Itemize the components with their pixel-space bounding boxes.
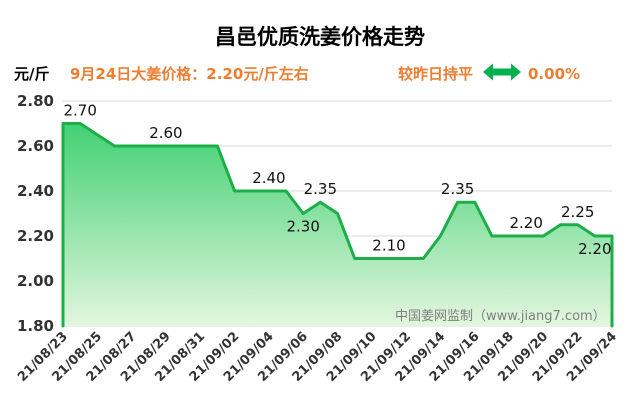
data-label: 2.20 — [578, 240, 611, 258]
watermark: 中国姜网监制（www.jiang7.com） — [395, 309, 606, 324]
y-axis: 1.80 2.00 2.20 2.40 2.60 2.80 — [17, 92, 54, 335]
y-tick-label: 2.40 — [17, 182, 54, 200]
change-label: 较昨日持平 — [398, 65, 473, 83]
chart-title: 昌邑优质洗姜价格走势 — [215, 25, 425, 49]
y-tick-label: 2.80 — [17, 92, 54, 110]
data-label: 2.20 — [509, 214, 542, 232]
price-area — [63, 123, 612, 326]
data-labels: 2.70 2.60 2.40 2.35 2.30 2.10 2.35 2.20 2.25 2.20 — [63, 102, 611, 259]
y-tick-label: 2.60 — [17, 137, 54, 155]
y-tick-label: 2.20 — [17, 227, 54, 245]
y-tick-label: 1.80 — [17, 317, 54, 335]
double-arrow-icon — [483, 63, 521, 81]
data-label: 2.35 — [441, 180, 474, 198]
data-label: 2.10 — [372, 237, 405, 255]
data-label: 2.60 — [149, 124, 182, 142]
data-label: 2.70 — [63, 102, 96, 120]
data-label: 2.40 — [252, 169, 285, 187]
y-tick-label: 2.00 — [17, 272, 54, 290]
price-line — [61, 122, 614, 328]
x-axis: 21/08/2321/08/2521/08/2721/08/2921/08/31… — [15, 329, 620, 385]
y-axis-unit: 元/斤 — [14, 65, 49, 83]
change-percent: 0.00% — [528, 65, 580, 83]
data-label: 2.30 — [286, 218, 319, 236]
data-label: 2.25 — [561, 203, 594, 221]
data-label: 2.35 — [304, 180, 337, 198]
price-note: 9月24日大姜价格：2.20元/斤左右 — [70, 65, 309, 83]
